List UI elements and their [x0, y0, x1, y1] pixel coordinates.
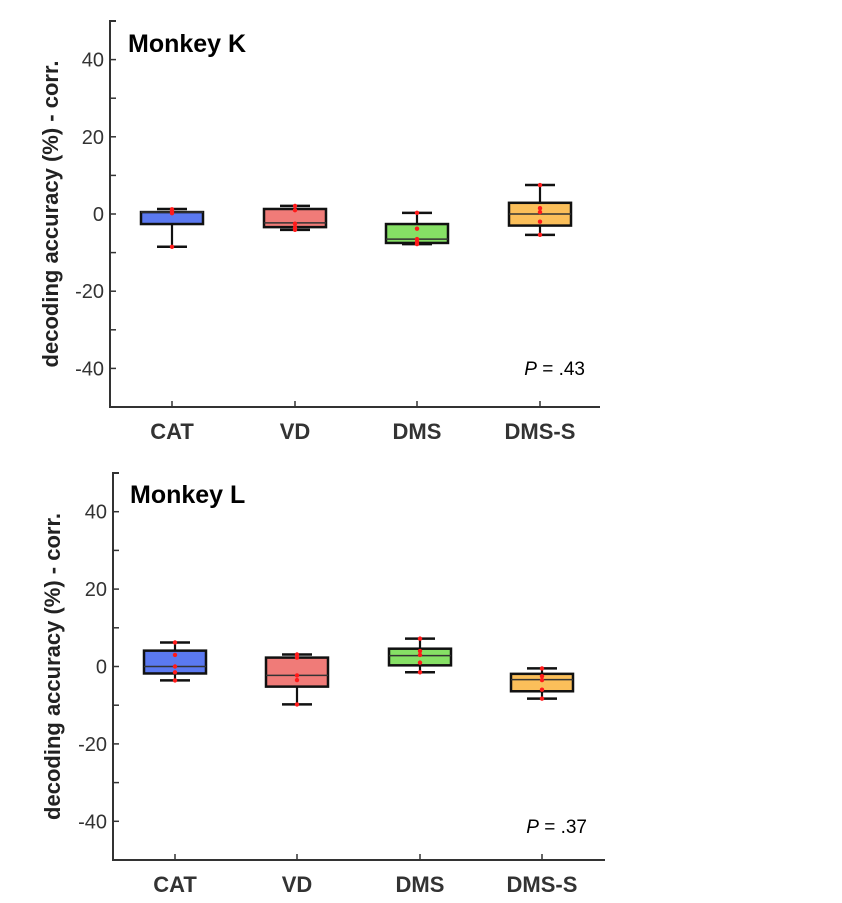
data-point	[539, 673, 545, 679]
y-axis-label: decoding accuracy (%) - corr.	[40, 513, 65, 820]
y-tick-label: 0	[93, 204, 104, 226]
y-tick-label: -40	[75, 358, 104, 380]
data-point	[169, 211, 175, 216]
y-tick-label: -20	[75, 281, 104, 303]
box-vd	[264, 652, 330, 707]
box-vd	[262, 203, 328, 233]
data-point	[172, 678, 178, 683]
data-point	[294, 652, 300, 657]
data-point	[417, 652, 423, 658]
x-tick-label: VD	[280, 419, 311, 444]
data-point	[417, 660, 423, 665]
data-point	[292, 207, 298, 213]
data-point	[417, 636, 423, 641]
p-value-text: = .43	[537, 359, 585, 380]
data-point	[539, 696, 545, 701]
data-point	[417, 670, 423, 675]
box-dms	[387, 636, 453, 675]
data-point	[537, 219, 543, 224]
x-tick-label: CAT	[153, 872, 197, 897]
data-point	[294, 673, 300, 678]
box-dms-s	[507, 182, 573, 238]
panel-monkey-k: -40 -20 0 20 40 decoding accuracy (%) - corr.…	[38, 20, 600, 444]
y-tick-label: -20	[78, 734, 107, 756]
panel-monkey-l: -40 -20 0 20 40 decoding accuracy (%) - corr.…	[40, 472, 605, 897]
data-point	[294, 655, 300, 660]
data-point	[172, 640, 178, 645]
box-cat	[142, 640, 208, 683]
y-tick-label: 20	[82, 127, 104, 149]
data-point	[539, 687, 545, 692]
box-dms-s	[509, 666, 575, 701]
data-point	[172, 652, 178, 658]
x-tick-label: DMS	[396, 872, 445, 897]
y-tick-label: 40	[85, 502, 107, 524]
box-cat	[139, 207, 205, 250]
x-tick-label: VD	[282, 872, 313, 897]
data-point	[539, 677, 545, 683]
x-tick-label: CAT	[150, 419, 194, 444]
data-point	[414, 226, 420, 231]
x-tick-label: DMS-S	[507, 872, 578, 897]
data-point	[292, 227, 298, 233]
x-tick-label: DMS	[393, 419, 442, 444]
y-tick-label: -40	[78, 811, 107, 833]
x-tick-label: DMS-S	[505, 419, 576, 444]
p-value-text: = .37	[539, 817, 587, 838]
panel-title: Monkey K	[128, 30, 246, 58]
data-point	[414, 241, 420, 247]
data-point	[169, 244, 175, 250]
data-point	[539, 666, 545, 671]
panel-title: Monkey L	[130, 481, 245, 509]
data-point	[417, 648, 423, 654]
data-point	[537, 232, 543, 238]
data-point	[172, 670, 178, 675]
data-point	[294, 677, 300, 683]
p-symbol: P	[526, 817, 539, 838]
data-point	[294, 702, 300, 707]
data-point	[414, 210, 420, 216]
data-point	[292, 203, 298, 209]
data-point	[537, 209, 543, 215]
data-point	[537, 206, 543, 211]
data-point	[537, 182, 543, 188]
y-tick-label: 0	[96, 657, 107, 679]
y-tick-label: 20	[85, 579, 107, 601]
box-dms	[384, 210, 450, 247]
data-point	[172, 664, 178, 669]
y-tick-label: 40	[82, 50, 104, 72]
data-point	[292, 221, 298, 226]
y-axis-label: decoding accuracy (%) - corr.	[38, 61, 63, 368]
p-symbol: P	[524, 359, 537, 380]
iqr-box	[264, 656, 330, 688]
p-value-annotation: P = .37	[526, 817, 587, 838]
p-value-annotation: P = .43	[524, 359, 585, 380]
